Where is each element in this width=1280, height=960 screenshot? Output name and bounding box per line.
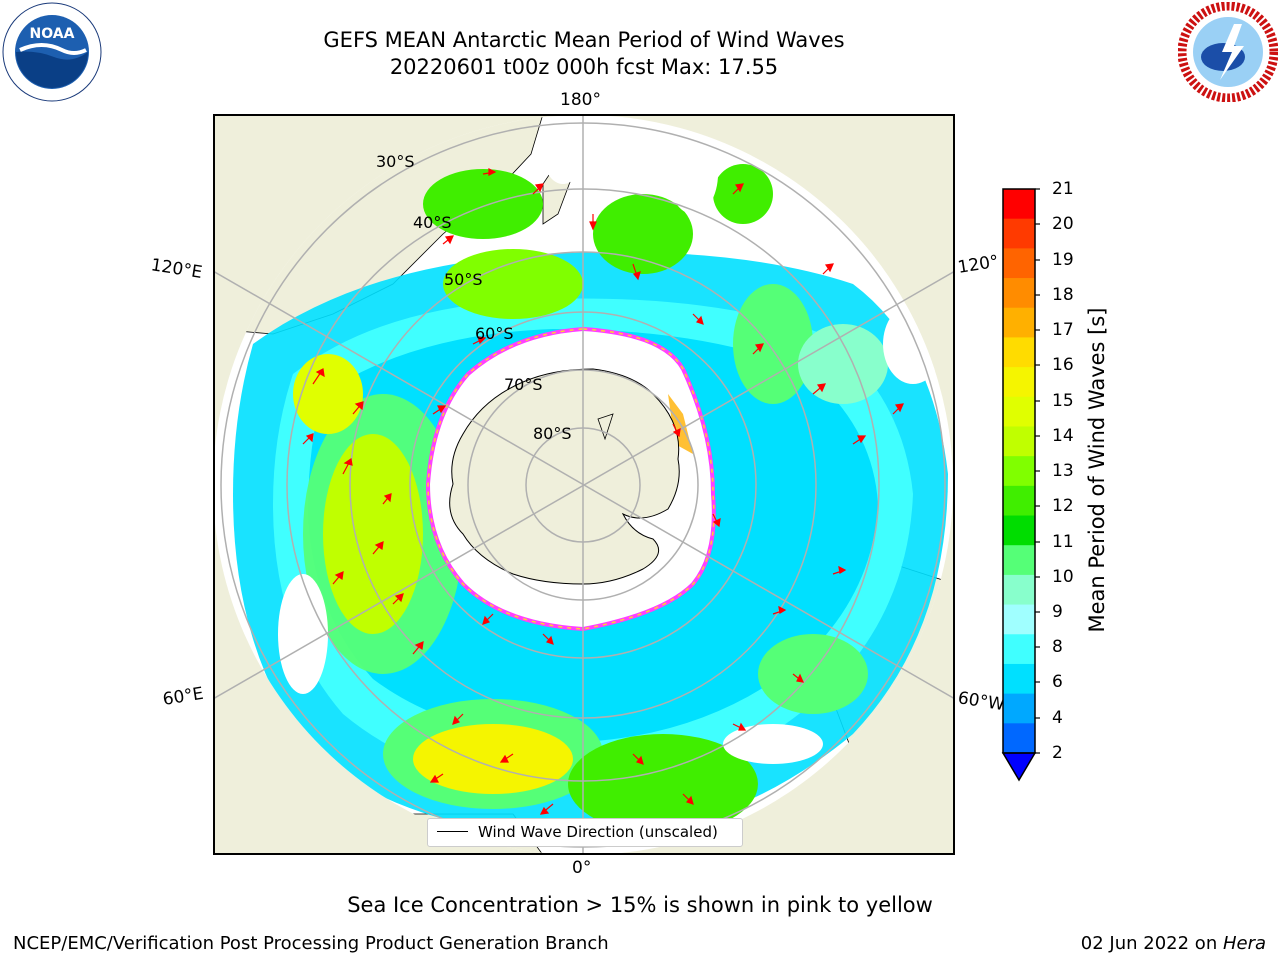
colorbar-segment: [1003, 248, 1035, 279]
colorbar-tick: 4: [1052, 708, 1063, 728]
colorbar-tick: 11: [1052, 532, 1074, 552]
colorbar-tick: 12: [1052, 496, 1074, 516]
date-text: 02 Jun 2022 on Hera: [1080, 933, 1266, 954]
lon-label-120e: 120°E: [149, 255, 204, 283]
colorbar-tick: 21: [1052, 179, 1074, 199]
nws-logo: [1177, 1, 1279, 103]
colorbar-tick: 19: [1052, 250, 1074, 270]
map-legend: Wind Wave Direction (unscaled): [427, 818, 743, 847]
lon-label-0: 0°: [572, 858, 592, 878]
colorbar-segment: [1003, 515, 1035, 546]
colorbar-segment: [1003, 367, 1035, 398]
noaa-logo-text: NOAA: [30, 26, 75, 42]
lat-label-80s: 80°S: [533, 424, 572, 443]
colorbar-segment: [1003, 604, 1035, 635]
colorbar-tick: 10: [1052, 567, 1074, 587]
colorbar-segment: [1003, 574, 1035, 606]
colorbar-segment: [1003, 307, 1035, 338]
colorbar-segment: [1003, 337, 1035, 368]
colorbar-segment: [1003, 485, 1035, 517]
colorbar-tick: 15: [1052, 391, 1074, 411]
colorbar-tick: 8: [1052, 637, 1063, 657]
lat-label-30s: 30°S: [376, 152, 415, 171]
colorbar-tick: 16: [1052, 355, 1074, 375]
colorbar-tick: 9: [1052, 602, 1063, 622]
lat-label-60s: 60°S: [475, 324, 514, 343]
colorbar-segment: [1003, 545, 1035, 576]
lat-label-50s: 50°S: [444, 270, 483, 289]
credit-text: NCEP/EMC/Verification Post Processing Pr…: [13, 933, 609, 954]
colorbar-segment: [1003, 396, 1035, 427]
lat-label-40s: 40°S: [413, 213, 452, 232]
lon-label-120w: 120°: [956, 251, 1001, 278]
legend-line-icon: [437, 831, 468, 832]
colorbar-segment: [1003, 189, 1035, 220]
lon-label-60w: 60°W: [956, 688, 1006, 716]
lat-label-70s: 70°S: [504, 375, 543, 394]
colorbar-segment: [1003, 456, 1035, 487]
map-frame: [213, 114, 955, 855]
colorbar-tick: 17: [1052, 320, 1074, 340]
colorbar-tick: 18: [1052, 285, 1074, 305]
polar-map: [213, 114, 955, 855]
machine-name: Hera: [1222, 933, 1266, 954]
colorbar-tick: 6: [1052, 672, 1063, 692]
colorbar-segment: [1003, 693, 1035, 724]
noaa-logo: NOAA: [2, 2, 102, 102]
colorbar-tick: 2: [1052, 743, 1063, 763]
colorbar-segment: [1003, 218, 1035, 249]
lon-label-180: 180°: [560, 90, 601, 110]
map-title: GEFS MEAN Antarctic Mean Period of Wind …: [323, 28, 845, 52]
lon-label-60e: 60°E: [161, 683, 205, 710]
colorbar-segment: [1003, 278, 1035, 309]
legend-label: Wind Wave Direction (unscaled): [478, 823, 718, 841]
colorbar-tick: 14: [1052, 426, 1074, 446]
map-subtitle: 20220601 t00z 000h fcst Max: 17.55: [389, 55, 779, 79]
colorbar-segment: [1003, 723, 1035, 754]
colorbar-tick: 13: [1052, 461, 1074, 481]
colorbar-tick: 20: [1052, 214, 1074, 234]
colorbar-segment: [1003, 663, 1035, 695]
colorbar-segment: [1003, 426, 1035, 457]
colorbar: [1000, 188, 1041, 783]
colorbar-segment: [1003, 634, 1035, 665]
colorbar-label: Mean Period of Wind Waves [s]: [1085, 307, 1109, 633]
colorbar-extend-triangle: [1001, 752, 1037, 782]
sea-ice-note: Sea Ice Concentration > 15% is shown in …: [347, 893, 933, 917]
